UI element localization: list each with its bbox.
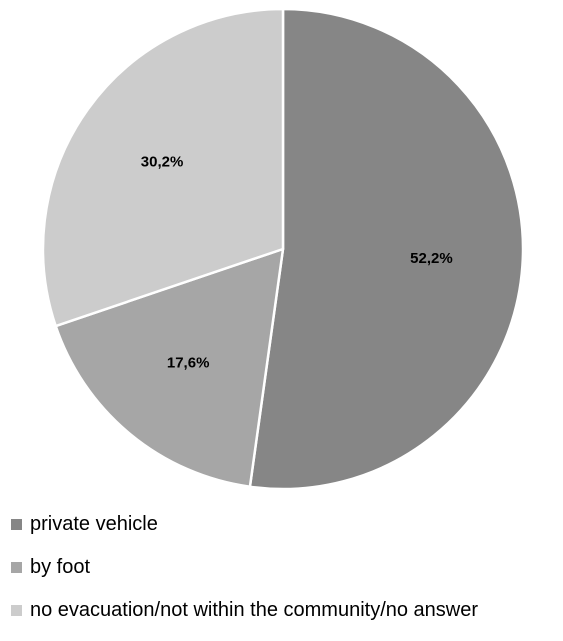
pie-slices <box>41 7 525 491</box>
pie-data-labels: 52,2% 17,6% 30,2% <box>141 153 453 371</box>
pie-slice-2 <box>41 7 285 328</box>
legend-label: by foot <box>30 556 91 578</box>
slice-data-label-0: 52,2% <box>410 250 453 267</box>
legend-item-2: no evacuation/not within the community/n… <box>11 598 478 622</box>
legend-label: private vehicle <box>30 513 158 535</box>
slice-data-label-1: 17,6% <box>167 355 210 372</box>
pie-chart: 52,2% 17,6% 30,2% <box>41 7 525 491</box>
legend: private vehicle by foot no evacuation/not … <box>11 512 478 641</box>
legend-swatch-icon <box>11 561 22 573</box>
legend-item-1: by foot <box>11 555 478 579</box>
legend-swatch-icon <box>11 518 22 530</box>
pie-slice-1 <box>54 247 285 488</box>
legend-swatch-icon <box>11 604 22 616</box>
slice-data-label-2: 30,2% <box>141 153 184 170</box>
legend-label: no evacuation/not within the community/n… <box>30 599 479 621</box>
pie-slice-0 <box>248 7 525 491</box>
legend-item-0: private vehicle <box>11 512 478 536</box>
